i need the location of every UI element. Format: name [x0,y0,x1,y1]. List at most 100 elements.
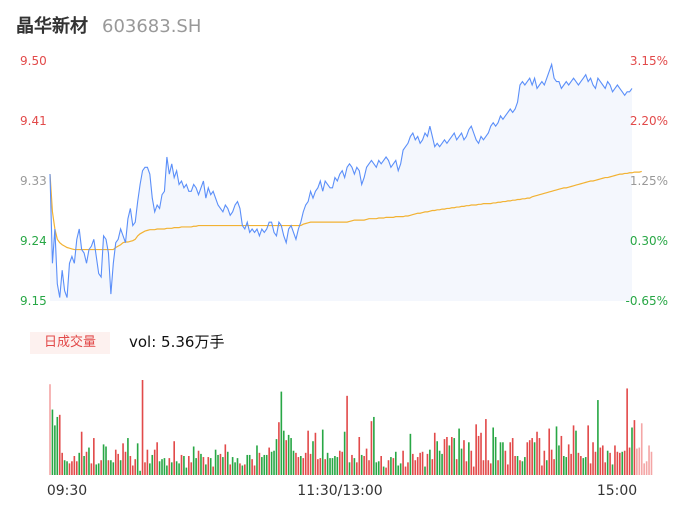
volume-bar [234,462,236,475]
volume-bar [531,438,533,475]
volume-bar [187,456,190,475]
volume-bar [616,451,619,475]
volume-bar [589,463,592,475]
volume-bar [282,430,285,475]
volume-bar [528,440,531,475]
volume-bar [419,452,421,475]
volume-bar [261,457,263,475]
volume-bar [538,438,541,475]
y-tick-right: 1.25% [630,174,668,188]
volume-bar [334,456,336,475]
volume-bar [71,461,73,475]
volume-bar [275,439,278,475]
volume-bar [195,458,197,475]
volume-bar [499,442,502,475]
volume-bar [582,458,585,475]
volume-bar [168,458,171,475]
volume-bar [438,450,441,475]
volume-bar [326,452,329,475]
volume-bar [312,441,314,475]
volume-bar [433,432,436,475]
y-tick-right: 2.20% [630,114,668,128]
volume-bar [309,453,312,475]
volume-bar [560,435,563,475]
volume-bar [519,460,521,475]
y-tick-left: 9.15 [20,294,47,308]
volume-bar [597,400,599,475]
volume-bar [558,445,560,475]
volume-bar [431,459,434,475]
volume-bar [633,420,636,475]
volume-bar [224,444,227,475]
volume-bar [373,416,375,475]
volume-bar [73,456,76,475]
stock-name: 晶华新材 [16,16,88,37]
volume-bar [287,434,290,475]
volume-bar [424,466,426,475]
volume-bar [377,461,380,475]
volume-bar [545,460,548,475]
price-series [49,62,633,298]
volume-bar [239,463,241,475]
volume-bar [604,462,607,475]
volume-readout-value: 5.36万手 [161,333,225,351]
volume-bar [477,435,480,475]
volume-tag: 日成交量 [30,332,110,354]
volume-bar [482,460,485,475]
volume-bar [640,423,643,475]
volume-bar [290,438,292,475]
volume-bar [402,450,404,475]
volume-bar [346,395,348,475]
volume-bar [514,456,516,475]
volume-bar [487,460,490,475]
volume-bar [248,454,251,475]
volume-bar [180,454,183,475]
x-tick: 15:00 [597,483,637,499]
volume-bar [314,432,317,475]
volume-bar [426,453,429,475]
volume-bar [390,457,392,475]
volume-bar [93,438,95,475]
volume-bar [58,414,61,475]
volume-bar [485,419,487,475]
avg-price-line [49,170,642,251]
volume-bar [638,447,641,475]
volume-bar [173,441,175,475]
volume-bar [85,451,88,475]
volume-bar [136,443,139,475]
price-line [49,62,633,298]
volume-bar [324,459,326,475]
volume-bar [268,447,270,475]
volume-bar [567,444,570,475]
volume-bar [453,438,456,475]
volume-bar [219,453,222,475]
volume-bar [253,465,256,475]
volume-bar [363,456,365,475]
volume-bar [626,388,628,475]
volume-bar [343,431,346,475]
volume-bar [524,457,526,475]
volume-bar [341,451,344,475]
volume-bar [565,457,568,475]
volume-bar [463,440,465,475]
volume-bar [645,461,648,475]
volume-bar [631,427,633,475]
x-tick: 09:30 [47,483,87,499]
volume-bar [516,456,519,475]
volume-bar [429,449,431,475]
volume-bar [609,452,611,475]
volume-bar [183,456,185,475]
volume-bar [587,425,589,475]
volume-bar [90,463,93,475]
volume-bar [392,458,395,475]
volume-bar [387,460,390,475]
volume-bar [399,463,402,475]
volume-bars [49,380,653,475]
volume-bar [570,453,572,475]
x-tick: 11:30/13:00 [297,483,382,499]
volume-bar [127,438,129,475]
volume-bar [229,464,232,475]
volume-bar [577,452,580,475]
x-ticks: 09:30 11:30/13:00 15:00 [47,483,637,499]
